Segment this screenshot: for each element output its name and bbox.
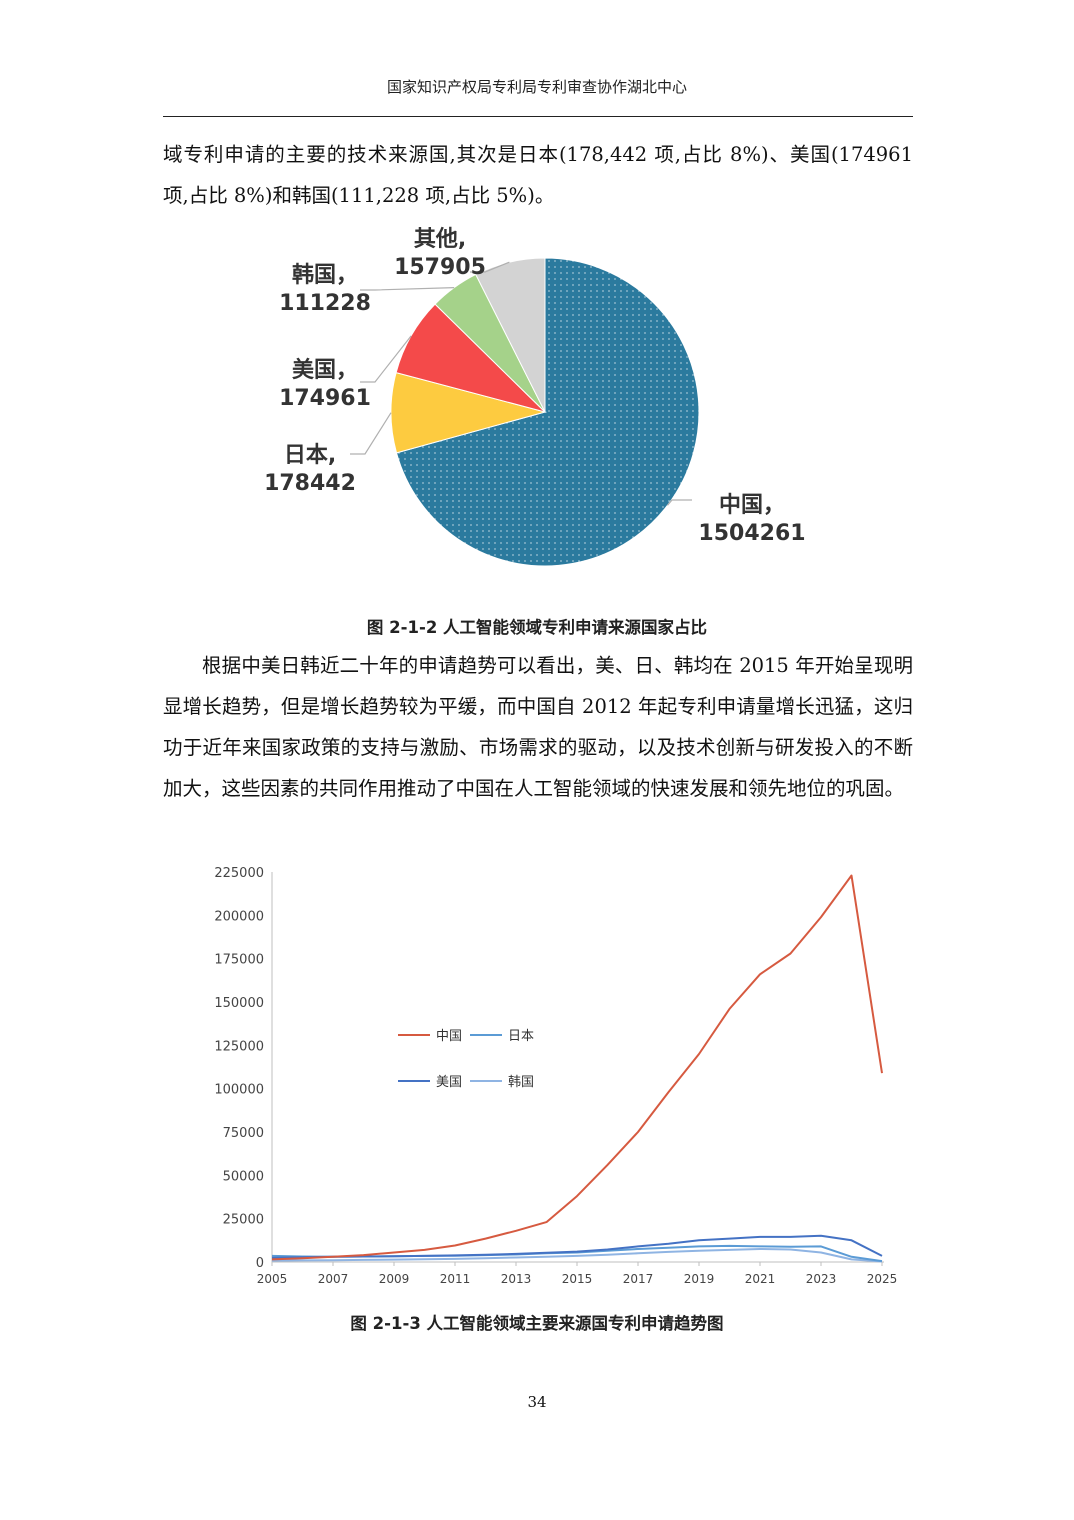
y-tick-label: 75000 <box>223 1126 264 1141</box>
pie-label-value: 174961 <box>279 386 371 411</box>
pie-label-value: 111228 <box>279 291 371 316</box>
pie-label-value: 157905 <box>394 255 486 280</box>
series-line-中国 <box>272 876 882 1260</box>
x-tick-label: 2021 <box>745 1272 776 1286</box>
y-tick-label: 0 <box>256 1256 264 1271</box>
x-tick-label: 2013 <box>501 1272 532 1286</box>
y-tick-label: 125000 <box>214 1039 264 1054</box>
x-tick-label: 2011 <box>440 1272 471 1286</box>
y-tick-label: 200000 <box>214 909 264 924</box>
header-rule <box>163 116 913 117</box>
legend-label: 韩国 <box>508 1075 534 1090</box>
pie-label-value: 1504261 <box>698 521 805 546</box>
pie-label-name: 韩国， <box>292 262 358 288</box>
x-tick-label: 2009 <box>379 1272 410 1286</box>
pie-label-name: 中国， <box>719 493 785 518</box>
x-tick-label: 2025 <box>867 1272 898 1286</box>
figure-2-caption: 图 2-1-3 人工智能领域主要来源国专利申请趋势图 <box>0 1310 1074 1334</box>
y-tick-label: 100000 <box>214 1083 264 1098</box>
x-tick-label: 2007 <box>318 1272 349 1286</box>
x-tick-label: 2023 <box>806 1272 837 1286</box>
pie-leader-line <box>360 288 454 290</box>
legend-label: 日本 <box>508 1029 534 1044</box>
x-tick-label: 2017 <box>623 1272 654 1286</box>
pie-label-value: 178442 <box>264 471 356 496</box>
x-tick-label: 2005 <box>257 1272 288 1286</box>
page-header: 国家知识产权局专利局专利审查协作湖北中心 <box>0 76 1074 97</box>
y-tick-label: 175000 <box>214 953 264 968</box>
x-tick-label: 2015 <box>562 1272 593 1286</box>
y-tick-label: 225000 <box>214 866 264 881</box>
legend-label: 中国 <box>436 1029 462 1044</box>
line-chart: 0 25000 50000 75000 100000 125000 150000 175000… <box>200 855 920 1295</box>
pie-label-name: 美国， <box>292 357 358 383</box>
paragraph-2: 根据中美日韩近二十年的申请趋势可以看出，美、日、韩均在 2015 年开始呈现明显… <box>163 645 913 809</box>
pie-label-name: 其他, <box>414 227 466 252</box>
legend-label: 美国 <box>436 1075 462 1090</box>
pie-chart: 中国， 1504261 日本, 178442 美国， 174961 韩国， 111228 其他,… <box>240 222 840 582</box>
series-line-日本 <box>272 1246 882 1261</box>
page-number: 34 <box>0 1393 1074 1411</box>
pie-leader-line <box>667 500 692 505</box>
pie-leader-line <box>350 413 391 454</box>
figure-1-caption: 图 2-1-2 人工智能领域专利申请来源国家占比 <box>0 614 1074 638</box>
x-tick-label: 2019 <box>684 1272 715 1286</box>
paragraph-1: 域专利申请的主要的技术来源国,其次是日本(178,442 项,占比 8%)、美国… <box>163 134 913 216</box>
y-tick-label: 25000 <box>223 1213 264 1228</box>
pie-label-name: 日本, <box>284 443 336 468</box>
y-tick-label: 150000 <box>214 996 264 1011</box>
y-tick-label: 50000 <box>223 1169 264 1184</box>
